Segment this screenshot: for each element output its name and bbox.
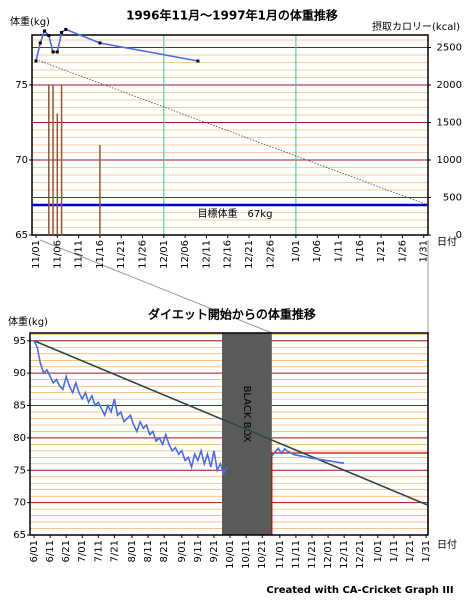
x-tick-label: 12/11 [339, 540, 350, 569]
black-box [222, 333, 272, 535]
marker [38, 41, 42, 45]
x-tick-label: 9/01 [177, 540, 188, 562]
y-tick-label: 85 [13, 401, 26, 412]
x-tick-label: 9/21 [209, 540, 220, 562]
chart-title: 1996年11月～1997年1月の体重推移 [126, 8, 338, 23]
x-tick-label: 1/21 [376, 240, 387, 262]
bar [48, 85, 50, 236]
x-tick-label: 12/01 [323, 540, 334, 569]
bar [99, 145, 101, 235]
y-tick-label: 75 [13, 465, 26, 476]
x-tick-label: 10/01 [225, 540, 236, 569]
x-tick-label: 11/11 [291, 540, 302, 569]
x-tick-label: 11/16 [95, 240, 106, 269]
x-axis-label: 日付 [437, 538, 457, 551]
bar [52, 85, 54, 236]
x-tick-label: 8/21 [159, 540, 170, 562]
y2-tick-label: 2500 [437, 43, 462, 54]
x-tick-label: 12/16 [223, 240, 234, 269]
y2-axis-label: 摂取カロリー(kcal) [372, 20, 460, 33]
x-axis-label: 日付 [437, 235, 457, 248]
x-tick-label: 1/01 [291, 240, 302, 262]
x-tick-label: 1/26 [397, 240, 408, 262]
y-tick-label: 65 [15, 230, 28, 241]
x-tick-label: 12/21 [355, 540, 366, 569]
x-tick-label: 1/11 [389, 540, 400, 562]
marker [55, 50, 59, 54]
bar [56, 113, 59, 235]
x-tick-label: 1/01 [373, 540, 384, 562]
y-tick-label: 70 [15, 155, 28, 166]
x-tick-label: 12/21 [244, 240, 255, 269]
x-tick-label: 7/21 [109, 540, 120, 562]
y-tick-label: 95 [13, 336, 26, 347]
x-tick-label: 6/11 [45, 540, 56, 562]
target-label: 目標体重 67kg [198, 207, 273, 220]
black-box-label: BLACK BOX [241, 386, 252, 443]
x-tick-label: 7/11 [93, 540, 104, 562]
x-tick-label: 1/31 [419, 240, 430, 262]
x-tick-label: 1/06 [312, 240, 323, 262]
line [33, 340, 345, 476]
footer: Created with CA-Cricket Graph III [266, 585, 453, 596]
line [35, 28, 199, 62]
line [35, 59, 429, 206]
y-tick-label: 70 [13, 498, 26, 509]
x-tick-label: 8/01 [127, 540, 138, 562]
marker [64, 27, 68, 31]
y-tick-label: 75 [15, 80, 28, 91]
y2-tick-label: 2000 [437, 80, 462, 91]
plot-frame [31, 34, 429, 236]
marker [51, 50, 55, 54]
y-tick-label: 90 [13, 368, 26, 379]
x-tick-label: 9/11 [193, 540, 204, 562]
plot-frame [29, 332, 429, 536]
x-tick-label: 1/21 [405, 540, 416, 562]
y-tick-label: 80 [13, 433, 26, 444]
y-tick-label: 65 [13, 530, 26, 541]
marker [60, 30, 64, 34]
bar [60, 85, 63, 236]
x-tick-label: 12/06 [180, 240, 191, 269]
x-tick-label: 1/31 [421, 540, 432, 562]
y2-tick-label: 0 [456, 230, 462, 241]
x-tick-label: 11/21 [307, 540, 318, 569]
x-tick-label: 11/11 [74, 240, 85, 269]
x-tick-label: 10/11 [241, 540, 252, 569]
x-tick-label: 11/21 [116, 240, 127, 269]
y2-tick-label: 500 [443, 193, 462, 204]
y2-tick-label: 1000 [437, 155, 462, 166]
marker [43, 29, 47, 33]
x-tick-label: 12/11 [201, 240, 212, 269]
marker [47, 33, 51, 37]
line [33, 340, 429, 506]
x-tick-label: 12/26 [265, 240, 276, 269]
x-tick-label: 1/16 [355, 240, 366, 262]
x-tick-label: 6/21 [61, 540, 72, 562]
x-tick-label: 6/01 [29, 540, 40, 562]
y2-tick-label: 1500 [437, 118, 462, 129]
x-tick-label: 7/01 [77, 540, 88, 562]
connector [39, 239, 273, 334]
x-tick-label: 1/11 [334, 240, 345, 262]
marker [34, 59, 38, 63]
highlight [271, 452, 429, 535]
x-tick-label: 12/01 [159, 240, 170, 269]
chart-title: ダイエット開始からの体重推移 [148, 307, 316, 322]
x-tick-label: 8/11 [143, 540, 154, 562]
marker [98, 41, 102, 45]
x-tick-label: 11/01 [275, 540, 286, 569]
x-tick-label: 10/21 [257, 540, 268, 569]
x-tick-label: 11/26 [138, 240, 149, 269]
marker [196, 59, 200, 63]
y-axis-label: 体重(kg) [8, 315, 48, 328]
x-tick-label: 11/06 [52, 240, 63, 269]
x-tick-label: 11/01 [31, 240, 42, 269]
y-axis-label: 体重(kg) [10, 15, 50, 28]
